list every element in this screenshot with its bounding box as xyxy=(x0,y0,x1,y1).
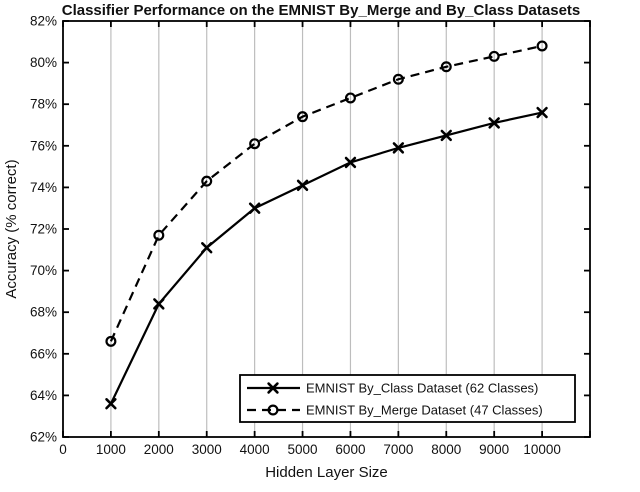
tick-marks xyxy=(62,20,591,438)
x-tick-labels: 0 1000 2000 3000 4000 5000 6000 7000 8000 9000 100… xyxy=(59,442,561,457)
marker-s0-x1000 xyxy=(105,398,117,410)
y-tick-labels: 62% 64% 66% 68% 70% 72% 74% 76% 78% 80% 82% xyxy=(30,14,57,445)
marker-s1-x10000 xyxy=(536,40,548,52)
x-tick-label-1000: 1000 xyxy=(96,442,126,457)
marker-s0-x3000 xyxy=(201,242,213,254)
y-axis-label: Accuracy (% correct) xyxy=(3,159,20,298)
marker-s0-x5000 xyxy=(296,179,309,192)
x-tick-label-0: 0 xyxy=(59,442,67,457)
marker-s0-x10000 xyxy=(536,106,548,119)
marker-s1-x7000 xyxy=(392,73,404,85)
y-tick-label-78%: 78% xyxy=(30,97,57,112)
marker-s0-x6000 xyxy=(344,156,357,169)
y-tick-label-82%: 82% xyxy=(30,14,57,29)
y-tick-label-68%: 68% xyxy=(30,305,57,320)
x-tick-label-6000: 6000 xyxy=(335,442,365,457)
marker-s0-x9000 xyxy=(488,117,500,129)
marker-s0-x8000 xyxy=(440,129,452,142)
marker-s0-x7000 xyxy=(392,142,405,154)
chart-title: Classifier Performance on the EMNIST By_… xyxy=(62,2,581,19)
legend-label-0: EMNIST By_Class Dataset (62 Classes) xyxy=(306,381,538,396)
marker-s1-x2000 xyxy=(153,229,165,241)
marker-s1-x8000 xyxy=(440,61,452,73)
x-tick-label-2000: 2000 xyxy=(144,442,174,457)
series-line-1 xyxy=(109,44,543,342)
y-tick-label-76%: 76% xyxy=(30,138,57,153)
marker-s1-x1000 xyxy=(105,335,117,347)
marker-s0-x2000 xyxy=(153,298,165,310)
y-tick-label-72%: 72% xyxy=(30,222,57,237)
x-tick-label-9000: 9000 xyxy=(479,442,509,457)
marker-s1-x4000 xyxy=(249,138,261,150)
series-lines xyxy=(109,44,543,405)
legend-label-1: EMNIST By_Merge Dataset (47 Classes) xyxy=(306,403,543,418)
y-tick-label-64%: 64% xyxy=(30,388,57,403)
marker-s1-x9000 xyxy=(488,50,500,62)
legend: EMNIST By_Class Dataset (62 Classes) EMNI… xyxy=(239,374,576,423)
x-tick-label-5000: 5000 xyxy=(288,442,318,457)
x-tick-label-7000: 7000 xyxy=(383,442,413,457)
y-tick-label-74%: 74% xyxy=(30,180,57,195)
series-line-0 xyxy=(109,111,543,405)
legend-marker-1 xyxy=(267,404,279,416)
y-tick-label-66%: 66% xyxy=(30,346,57,361)
legend-box xyxy=(239,374,576,423)
y-tick-label-80%: 80% xyxy=(30,55,57,70)
marker-s1-x6000 xyxy=(344,92,356,104)
marker-s1-x3000 xyxy=(201,175,213,187)
x-tick-label-4000: 4000 xyxy=(240,442,270,457)
x-tick-label-10000: 10000 xyxy=(523,442,561,457)
y-tick-label-62%: 62% xyxy=(30,430,57,445)
y-tick-label-70%: 70% xyxy=(30,263,57,278)
series-markers xyxy=(105,40,548,410)
legend-marker-0 xyxy=(267,382,279,394)
marker-s1-x5000 xyxy=(297,111,309,123)
marker-s0-x4000 xyxy=(248,202,261,214)
gridlines xyxy=(110,21,543,437)
x-tick-label-3000: 3000 xyxy=(192,442,222,457)
x-axis-label: Hidden Layer Size xyxy=(265,464,388,481)
x-tick-label-8000: 8000 xyxy=(431,442,461,457)
